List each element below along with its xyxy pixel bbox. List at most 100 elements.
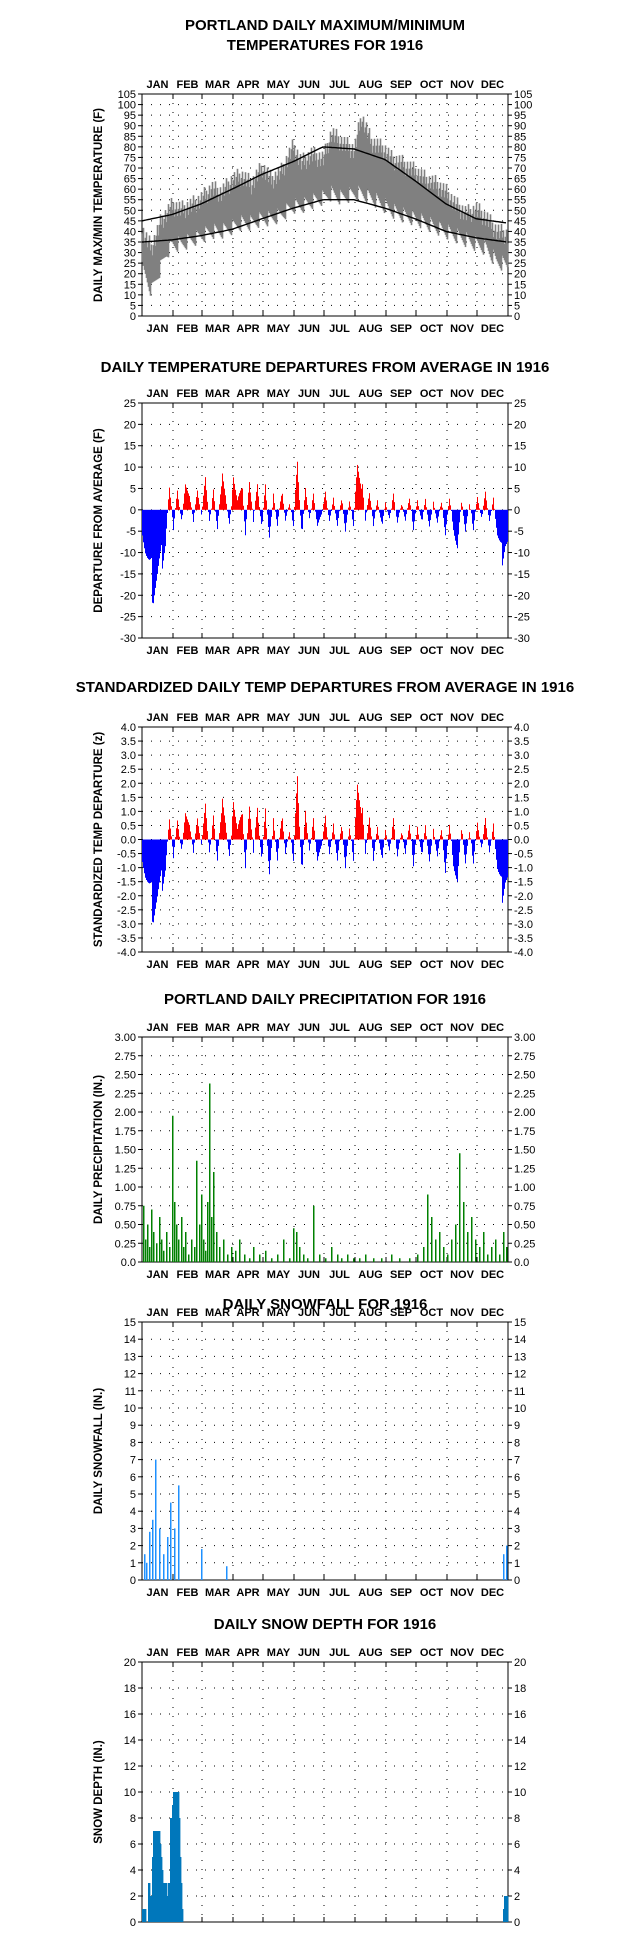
y-tick-label-left: 35 xyxy=(124,237,136,249)
departure-bar xyxy=(171,506,172,510)
precip-bar xyxy=(219,1247,221,1262)
month-label-top: APR xyxy=(236,388,259,400)
departure-bar xyxy=(159,840,160,883)
departure-bar xyxy=(329,510,330,521)
month-label-bottom: NOV xyxy=(450,1587,475,1599)
departure-bar xyxy=(216,840,217,852)
snowfall-bar xyxy=(174,1528,176,1580)
departure-bar xyxy=(229,510,230,524)
departure-bar xyxy=(466,510,467,524)
departure-bar xyxy=(184,493,185,509)
precip-bar xyxy=(166,1232,168,1262)
precip-bar xyxy=(483,1232,485,1262)
departure-bar xyxy=(331,840,332,842)
departure-bar xyxy=(299,500,300,510)
y-tick-label-left: 14 xyxy=(124,1334,136,1346)
departure-bar xyxy=(256,492,257,510)
departure-bar xyxy=(507,840,508,878)
departure-bar xyxy=(326,500,327,509)
departure-bar xyxy=(162,840,163,891)
departure-bar xyxy=(164,510,165,553)
departure-bar xyxy=(247,505,248,510)
departure-bar xyxy=(232,816,233,839)
departure-bar xyxy=(416,506,417,509)
departure-bar xyxy=(462,507,463,510)
precip-bar xyxy=(417,1255,419,1263)
month-label-top: SEP xyxy=(390,388,412,400)
departure-bar xyxy=(392,827,393,840)
y-tick-label-right: 0 xyxy=(514,1917,520,1929)
departure-bar xyxy=(336,510,337,520)
month-label-top: JUN xyxy=(298,388,320,400)
departure-bar xyxy=(359,478,360,510)
departure-bar xyxy=(425,499,426,510)
snowfall-bar xyxy=(178,1485,180,1580)
departure-bar xyxy=(269,840,270,875)
departure-bar xyxy=(490,840,491,846)
y-tick-label-left: -1.0 xyxy=(117,863,136,875)
month-label-top: JUN xyxy=(298,1647,320,1659)
month-label-top: MAR xyxy=(205,388,230,400)
departure-bar xyxy=(503,510,504,559)
departure-bar xyxy=(167,510,168,513)
departure-bar xyxy=(428,840,429,855)
y-tick-label-right: 10 xyxy=(514,462,526,474)
departure-bar xyxy=(194,840,195,843)
precip-bar xyxy=(201,1195,203,1263)
month-label-bottom: JUL xyxy=(329,1269,350,1281)
departure-bar xyxy=(444,840,445,863)
departure-bar xyxy=(427,510,428,515)
y-tick-label-left: -3.0 xyxy=(117,919,136,931)
y-tick-label-right: -10 xyxy=(514,548,530,560)
departure-bar xyxy=(156,510,157,581)
departure-bar xyxy=(242,814,243,839)
departure-bar xyxy=(468,839,469,840)
y-tick-label-left: 2.25 xyxy=(115,1088,136,1100)
y-tick-label-right: 100 xyxy=(514,100,532,112)
departure-bar xyxy=(373,840,374,861)
y-tick-label-right: 15 xyxy=(514,441,526,453)
snowfall-bar xyxy=(152,1520,154,1580)
precip-bar xyxy=(151,1210,153,1263)
departure-bar xyxy=(181,510,182,519)
month-label-bottom: AUG xyxy=(358,645,382,657)
departure-bar xyxy=(210,510,211,514)
month-label-top: JAN xyxy=(146,1022,168,1034)
departure-bar xyxy=(179,507,180,510)
departure-bar xyxy=(455,840,456,876)
departure-bar xyxy=(176,499,177,510)
snow-depth-bar xyxy=(145,1909,146,1922)
departure-bar xyxy=(198,826,199,839)
departure-bar xyxy=(223,481,224,509)
departure-bar xyxy=(389,840,390,851)
departure-bar xyxy=(312,500,313,510)
departure-bar xyxy=(306,497,307,510)
departure-bar xyxy=(246,840,247,850)
departure-bar xyxy=(169,488,170,510)
y-tick-label-right: 14 xyxy=(514,1334,526,1346)
month-label-top: AUG xyxy=(358,1022,382,1034)
departure-bar xyxy=(408,831,409,840)
departure-bar xyxy=(154,840,155,916)
departure-bar xyxy=(199,833,200,839)
month-label-bottom: NOV xyxy=(450,959,475,971)
departure-bar xyxy=(475,510,476,512)
month-label-top: JUN xyxy=(298,79,320,91)
departure-bar xyxy=(217,510,218,529)
departure-bar xyxy=(164,840,165,877)
departure-bar xyxy=(340,505,341,509)
y-axis-label: DEPARTURE FROM AVERAGE (F) xyxy=(93,428,105,613)
departure-bar xyxy=(193,510,194,522)
departure-bar xyxy=(249,807,250,840)
departure-bar xyxy=(273,818,274,839)
departure-bar xyxy=(221,813,222,839)
y-tick-label-right: 0 xyxy=(514,505,520,517)
y-tick-label-right: 11 xyxy=(514,1386,525,1398)
month-label-bottom: MAY xyxy=(267,645,291,657)
departure-bar xyxy=(354,838,355,839)
departure-bar xyxy=(338,840,339,851)
precip-bar xyxy=(463,1202,465,1262)
departure-bar xyxy=(394,829,395,839)
month-label-top: FEB xyxy=(177,1307,199,1319)
departure-bar xyxy=(203,496,204,510)
